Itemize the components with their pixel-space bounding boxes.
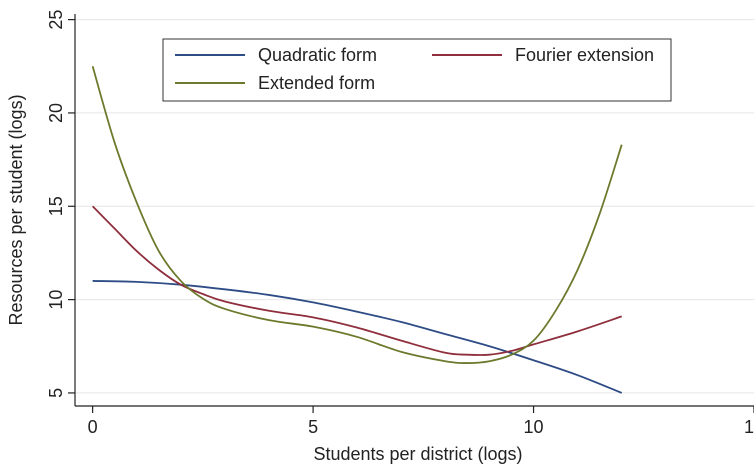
legend-label: Quadratic form xyxy=(258,45,377,65)
axes xyxy=(74,14,754,407)
legend-label: Extended form xyxy=(258,73,375,93)
y-tick-label: 5 xyxy=(46,388,66,398)
x-tick-label: 15 xyxy=(744,417,754,437)
x-tick-label: 5 xyxy=(308,417,318,437)
y-axis-ticks: 5 10 15 20 25 xyxy=(46,10,75,398)
series-line-extended-form xyxy=(91,66,623,364)
legend: Quadratic form Fourier extension Extended … xyxy=(162,38,672,102)
legend-label: Fourier extension xyxy=(515,45,654,65)
y-axis-title: Resources per student (logs) xyxy=(6,94,26,325)
x-tick-label: 0 xyxy=(88,417,98,437)
x-axis-title: Students per district (logs) xyxy=(313,444,522,464)
x-axis-ticks: 0 5 10 15 xyxy=(88,406,754,437)
x-tick-label: 10 xyxy=(524,417,544,437)
legend-box xyxy=(162,38,672,102)
y-tick-label: 25 xyxy=(46,10,66,30)
series-line-fourier-extension xyxy=(91,205,623,356)
y-tick-label: 10 xyxy=(46,290,66,310)
y-tick-label: 20 xyxy=(46,103,66,123)
gridlines xyxy=(75,19,754,394)
series-lines xyxy=(91,66,623,394)
y-tick-label: 15 xyxy=(46,196,66,216)
